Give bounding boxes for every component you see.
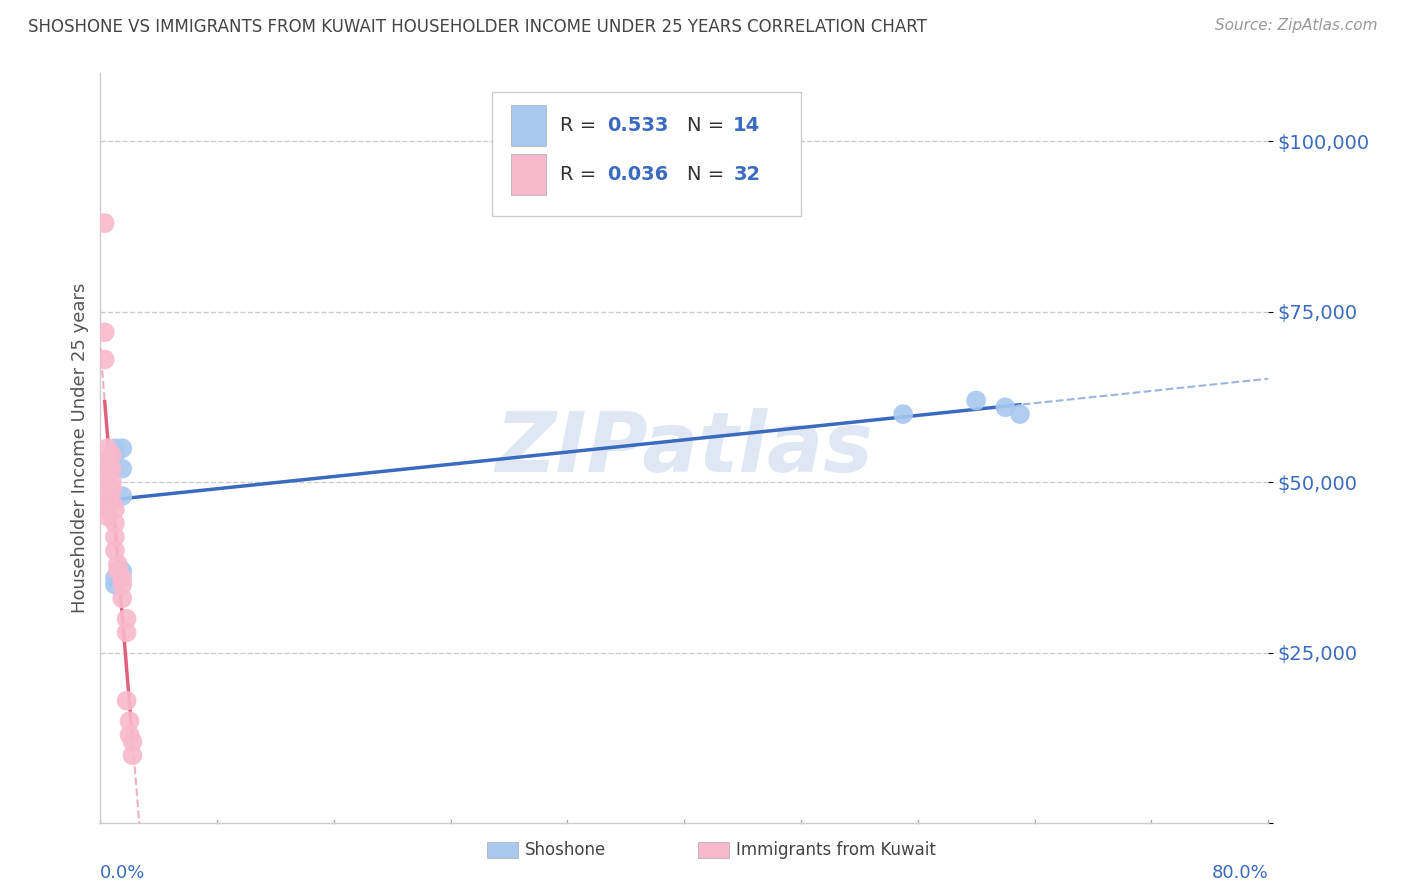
Point	[97, 441, 120, 455]
Point	[104, 577, 127, 591]
Point	[97, 509, 120, 524]
Point	[1008, 407, 1031, 421]
Text: Immigrants from Kuwait: Immigrants from Kuwait	[737, 841, 936, 859]
Text: N =: N =	[686, 165, 730, 184]
Text: Source: ZipAtlas.com: Source: ZipAtlas.com	[1215, 18, 1378, 33]
Point	[97, 502, 120, 516]
Point	[891, 407, 914, 421]
Point	[104, 448, 127, 462]
Point	[101, 448, 124, 462]
Point	[111, 461, 134, 475]
Point	[93, 216, 115, 230]
Text: 14: 14	[734, 116, 761, 135]
Point	[115, 612, 138, 626]
Point	[101, 461, 124, 475]
Y-axis label: Householder Income Under 25 years: Householder Income Under 25 years	[72, 283, 89, 614]
Point	[118, 714, 141, 728]
Point	[107, 564, 129, 578]
Point	[93, 352, 115, 367]
Point	[107, 558, 129, 572]
Text: ZIPatlas: ZIPatlas	[495, 408, 873, 489]
Text: R =: R =	[561, 165, 603, 184]
Point	[104, 530, 127, 544]
Point	[111, 571, 134, 585]
Text: 0.533: 0.533	[607, 116, 668, 135]
Point	[111, 441, 134, 455]
FancyBboxPatch shape	[492, 92, 801, 216]
Text: Shoshone: Shoshone	[526, 841, 606, 859]
Point	[104, 571, 127, 585]
Point	[104, 543, 127, 558]
Text: 0.036: 0.036	[607, 165, 668, 184]
Point	[104, 441, 127, 455]
Text: 32: 32	[734, 165, 761, 184]
Point	[104, 516, 127, 531]
Point	[97, 475, 120, 490]
Point	[994, 401, 1017, 415]
Point	[97, 468, 120, 483]
Point	[97, 455, 120, 469]
Point	[121, 734, 143, 748]
Point	[97, 496, 120, 510]
Point	[111, 577, 134, 591]
Point	[101, 475, 124, 490]
Point	[115, 625, 138, 640]
Point	[97, 475, 120, 490]
Bar	[512, 153, 547, 195]
Point	[97, 455, 120, 469]
Point	[101, 496, 124, 510]
Bar	[512, 105, 547, 146]
Text: 0.0%: 0.0%	[100, 863, 146, 881]
Point	[93, 325, 115, 339]
Point	[965, 393, 987, 408]
Point	[111, 489, 134, 503]
Point	[104, 502, 127, 516]
Text: SHOSHONE VS IMMIGRANTS FROM KUWAIT HOUSEHOLDER INCOME UNDER 25 YEARS CORRELATION: SHOSHONE VS IMMIGRANTS FROM KUWAIT HOUSE…	[28, 18, 927, 36]
Point	[121, 748, 143, 763]
Text: 80.0%: 80.0%	[1212, 863, 1268, 881]
Text: N =: N =	[686, 116, 730, 135]
Point	[97, 489, 120, 503]
Point	[118, 728, 141, 742]
Point	[115, 694, 138, 708]
Point	[111, 591, 134, 606]
Text: R =: R =	[561, 116, 603, 135]
Point	[101, 482, 124, 496]
Point	[111, 564, 134, 578]
